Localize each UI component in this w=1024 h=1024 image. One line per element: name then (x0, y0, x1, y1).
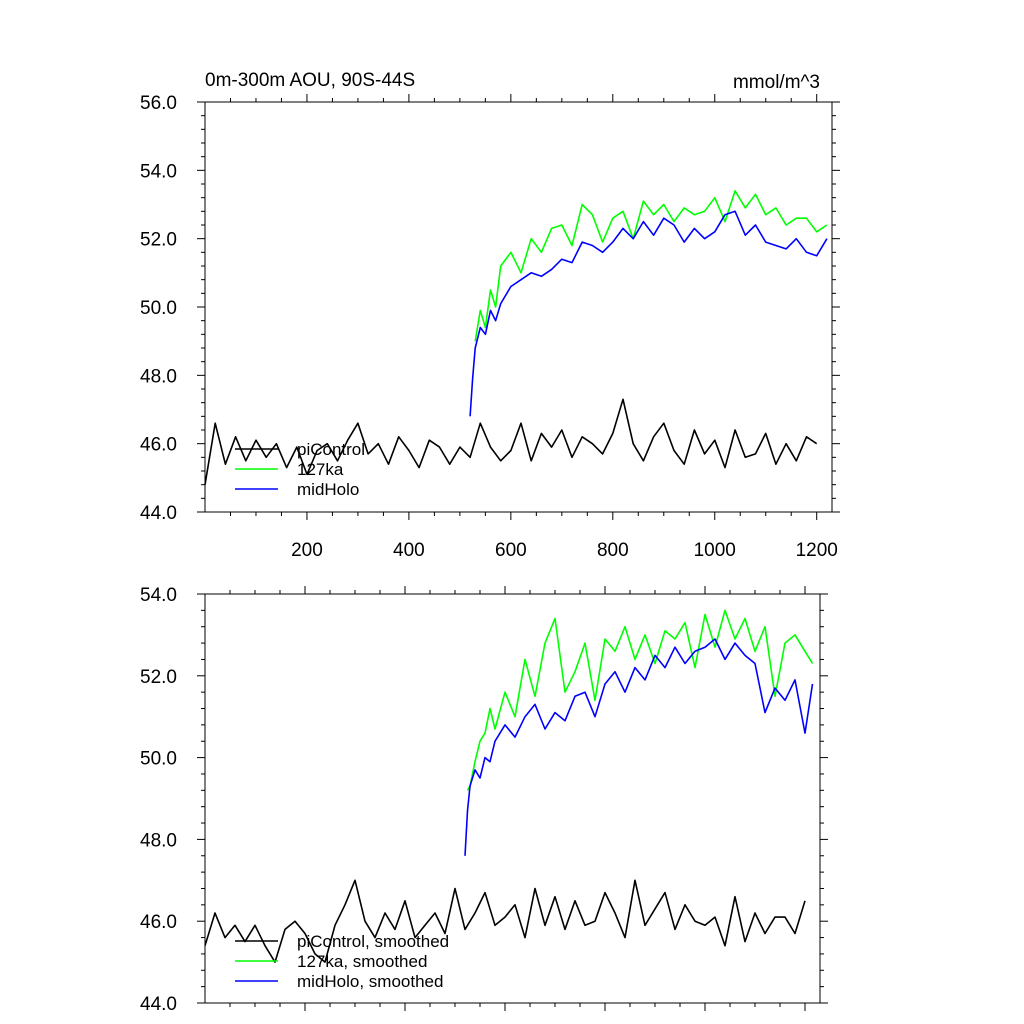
y-tick-label: 44.0 (140, 503, 177, 524)
series-line-midholo-smoothed (464, 638, 814, 856)
y-tick-label: 44.0 (140, 994, 177, 1015)
y-tick-label: 46.0 (140, 912, 177, 933)
y-tick-label: 54.0 (140, 161, 177, 182)
x-tick-label: 1200 (796, 540, 838, 561)
x-tick-label: 1000 (694, 540, 736, 561)
y-tick-label: 56.0 (140, 93, 177, 114)
x-tick-label: 200 (291, 540, 323, 561)
bottom-panel: 44.0 46.0 48.0 50.0 52.0 54.0 piControl, smoot… (140, 585, 828, 1015)
x-tick-label: 600 (495, 540, 527, 561)
plot-frame (204, 593, 821, 1004)
top-panel: 200 400 600 800 1000 1200 44.0 46.0 48.0 50.0 52.0… (140, 93, 840, 561)
series-line-127ka (474, 190, 828, 342)
legend-label: midHolo (297, 480, 359, 499)
chart-title: 0m-300m AOU, 90S-44S (205, 70, 415, 91)
series-line-picontrol-smoothed (204, 879, 806, 963)
y-tick-label: 54.0 (140, 585, 177, 606)
legend-label: piControl (297, 440, 365, 459)
y-tick-label: 48.0 (140, 366, 177, 387)
series-line-127ka-smoothed (466, 609, 814, 791)
x-tick-label: 400 (393, 540, 425, 561)
y-tick-label: 50.0 (140, 749, 177, 770)
x-tick-label: 800 (597, 540, 629, 561)
unit-label: mmol/m^3 (733, 72, 820, 93)
y-tick-label: 50.0 (140, 298, 177, 319)
legend-label: midHolo, smoothed (297, 972, 443, 991)
y-tick-label: 52.0 (140, 230, 177, 251)
y-tick-label: 46.0 (140, 435, 177, 456)
legend-label: 127ka, smoothed (297, 952, 427, 971)
y-tick-label: 48.0 (140, 830, 177, 851)
y-tick-label: 52.0 (140, 667, 177, 688)
series-line-picontrol (204, 398, 818, 485)
series-line-midholo (469, 210, 828, 417)
legend-label: 127ka (297, 460, 344, 479)
legend-label: piControl, smoothed (297, 932, 449, 951)
